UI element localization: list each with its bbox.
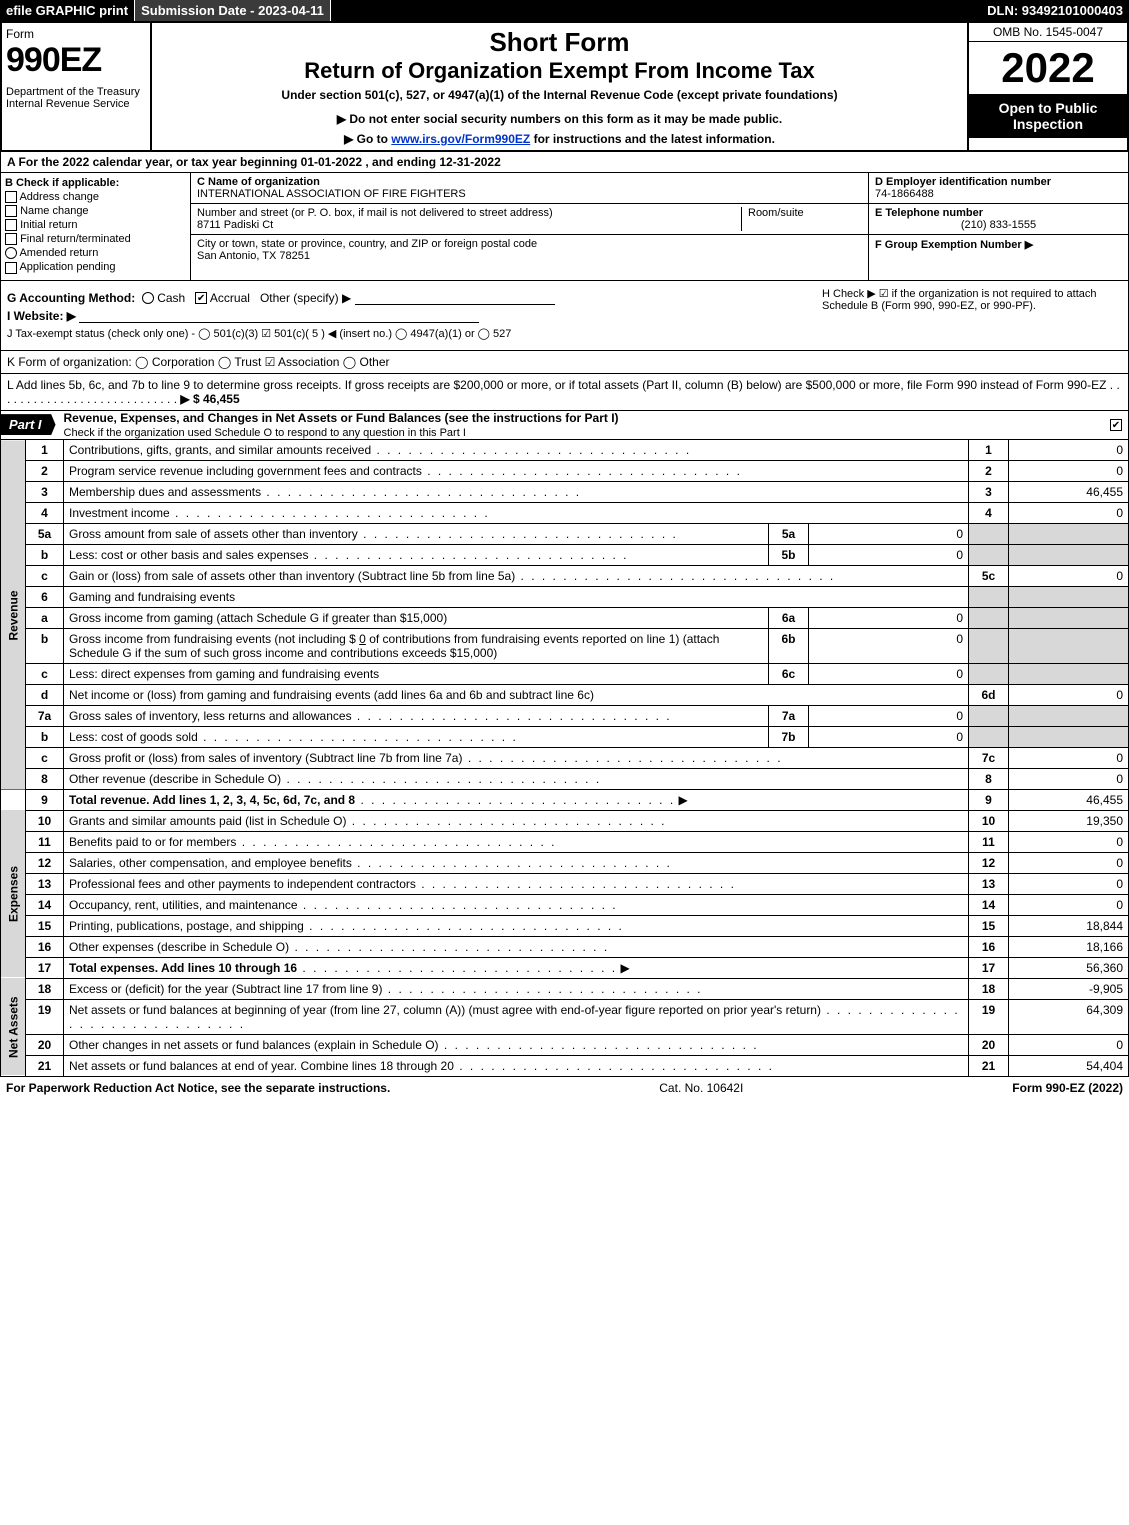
return-title: Return of Organization Exempt From Incom… [160, 58, 959, 84]
omb-number: OMB No. 1545-0047 [969, 23, 1127, 42]
form-header: Form 990EZ Department of the Treasury In… [0, 21, 1129, 152]
open-to-public: Open to Public Inspection [969, 94, 1127, 138]
city-row: City or town, state or province, country… [191, 235, 868, 265]
irs-link[interactable]: www.irs.gov/Form990EZ [391, 132, 530, 146]
col-def: D Employer identification number 74-1866… [868, 173, 1128, 280]
side-revenue: Revenue [1, 440, 26, 790]
chk-amended[interactable]: Amended return [5, 247, 186, 259]
goto-line: ▶ Go to www.irs.gov/Form990EZ for instru… [160, 132, 959, 146]
part1-tag: Part I [1, 414, 56, 435]
street-row: Number and street (or P. O. box, if mail… [191, 204, 868, 235]
efile-label: efile GRAPHIC print [0, 0, 135, 21]
under-section: Under section 501(c), 527, or 4947(a)(1)… [160, 88, 959, 102]
footer-cat: Cat. No. 10642I [390, 1081, 1012, 1095]
row-l: L Add lines 5b, 6c, and 7b to line 9 to … [0, 374, 1129, 411]
footer: For Paperwork Reduction Act Notice, see … [0, 1077, 1129, 1099]
header-right: OMB No. 1545-0047 2022 Open to Public In… [967, 23, 1127, 150]
row-a: A For the 2022 calendar year, or tax yea… [0, 152, 1129, 173]
side-netassets: Net Assets [1, 978, 26, 1076]
short-form-title: Short Form [160, 27, 959, 58]
dln: DLN: 93492101000403 [981, 0, 1129, 21]
ein-block: D Employer identification number 74-1866… [869, 173, 1128, 204]
h-check: H Check ▶ ☑ if the organization is not r… [822, 287, 1122, 344]
ssn-note: ▶ Do not enter social security numbers o… [160, 112, 959, 126]
header-left: Form 990EZ Department of the Treasury In… [2, 23, 152, 150]
website-input[interactable] [79, 309, 479, 323]
section-b-to-f: B Check if applicable: Address change Na… [0, 173, 1129, 281]
chk-pending[interactable]: Application pending [5, 261, 186, 273]
other-specify-input[interactable] [355, 291, 555, 305]
radio-cash[interactable] [142, 292, 154, 304]
side-expenses: Expenses [1, 810, 26, 978]
header-center: Short Form Return of Organization Exempt… [152, 23, 967, 150]
lines-table: Revenue 1Contributions, gifts, grants, a… [0, 440, 1129, 1077]
i-website: I Website: ▶ [7, 309, 822, 323]
footer-form: Form 990-EZ (2022) [1012, 1081, 1123, 1095]
j-tax-status: J Tax-exempt status (check only one) - ◯… [7, 327, 822, 340]
org-name-row: C Name of organization INTERNATIONAL ASS… [191, 173, 868, 204]
tax-year: 2022 [969, 42, 1127, 94]
chk-accrual[interactable]: ✔ [195, 292, 207, 304]
chk-address[interactable]: Address change [5, 191, 186, 203]
form-word: Form [6, 27, 146, 41]
phone-block: E Telephone number (210) 833-1555 [869, 204, 1128, 235]
part1-check[interactable]: ✔ [1110, 419, 1122, 431]
g-accounting: G Accounting Method: Cash ✔ Accrual Othe… [7, 291, 822, 305]
row-k: K Form of organization: ◯ Corporation ◯ … [0, 351, 1129, 374]
col-b: B Check if applicable: Address change Na… [1, 173, 191, 280]
chk-name[interactable]: Name change [5, 205, 186, 217]
form-number: 990EZ [6, 41, 146, 80]
chk-initial[interactable]: Initial return [5, 219, 186, 231]
col-c: C Name of organization INTERNATIONAL ASS… [191, 173, 868, 280]
submission-date: Submission Date - 2023-04-11 [135, 0, 331, 21]
b-label: B Check if applicable: [5, 177, 186, 189]
top-bar: efile GRAPHIC print Submission Date - 20… [0, 0, 1129, 21]
footer-left: For Paperwork Reduction Act Notice, see … [6, 1081, 390, 1095]
part1-title: Revenue, Expenses, and Changes in Net As… [56, 411, 1110, 439]
row-ghi: G Accounting Method: Cash ✔ Accrual Othe… [0, 281, 1129, 351]
chk-final[interactable]: Final return/terminated [5, 233, 186, 245]
department: Department of the Treasury Internal Reve… [6, 86, 146, 110]
group-exemption: F Group Exemption Number ▶ [869, 235, 1128, 280]
part1-header: Part I Revenue, Expenses, and Changes in… [0, 411, 1129, 440]
